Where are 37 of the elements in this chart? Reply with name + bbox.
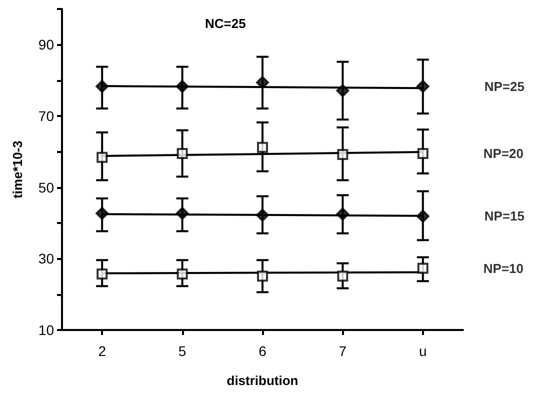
point	[416, 210, 430, 223]
x-tick-label: 6	[258, 343, 267, 359]
y-tick-label: 70	[38, 108, 54, 124]
x-tick-label: 5	[178, 343, 186, 359]
text: NP=20	[483, 146, 524, 161]
x-tick-label: 7	[338, 343, 347, 359]
y-axis-title: time*10-3	[10, 140, 25, 198]
y-tick-label: 90	[38, 36, 54, 53]
point	[417, 262, 428, 274]
point	[256, 208, 269, 222]
point	[337, 149, 348, 160]
point	[176, 268, 188, 280]
point	[96, 80, 109, 93]
point	[176, 80, 189, 93]
x-axis-title: distribution	[226, 373, 298, 388]
text: NP=25	[484, 78, 525, 94]
y-tick-label: 50	[38, 179, 54, 196]
point	[176, 206, 189, 220]
x-tick-label: u	[419, 343, 427, 359]
point	[96, 206, 109, 220]
text: NP=15	[484, 208, 525, 224]
point	[416, 80, 430, 93]
text: NP=10	[483, 260, 524, 276]
point	[96, 152, 108, 163]
y-tick-label: 10	[38, 322, 54, 338]
text: NC=25	[205, 16, 246, 31]
point	[417, 148, 428, 159]
y-tick-label: 30	[38, 250, 54, 267]
point	[336, 208, 350, 221]
point	[176, 148, 188, 159]
point	[336, 84, 350, 98]
point	[96, 268, 108, 280]
point	[257, 142, 268, 153]
x-tick-label: 2	[98, 343, 106, 359]
point	[337, 270, 348, 282]
point	[256, 76, 269, 89]
point	[257, 270, 268, 282]
